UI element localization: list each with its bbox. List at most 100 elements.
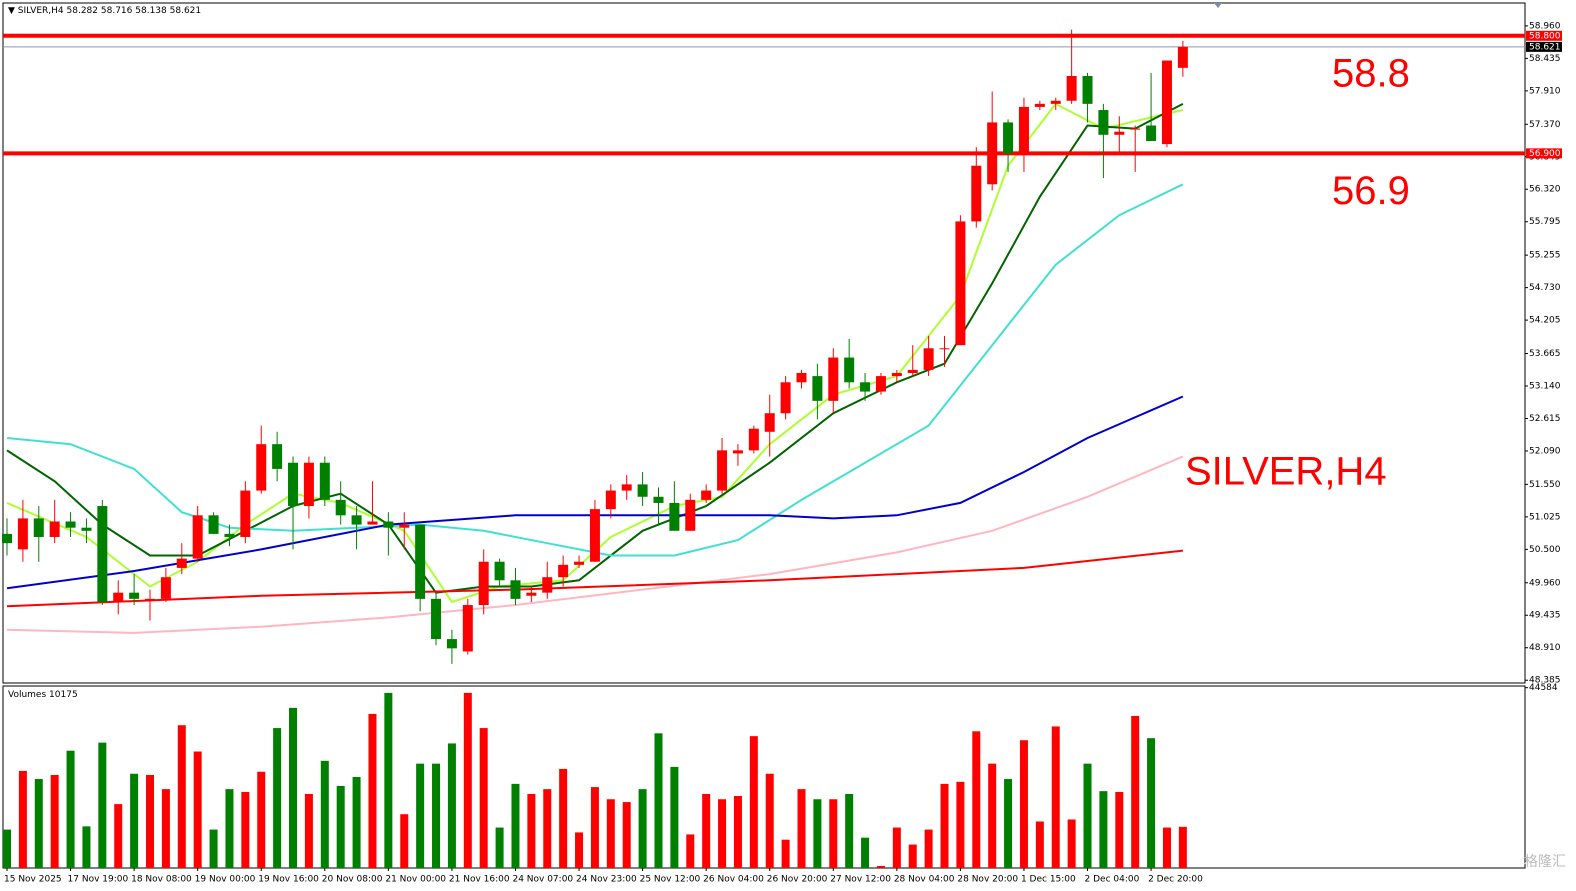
candle-body xyxy=(1003,122,1014,154)
y-tick-label: 48.910 xyxy=(1529,643,1561,653)
candle-body xyxy=(907,369,918,374)
volume-bar xyxy=(34,779,43,868)
volume-bar xyxy=(1083,763,1092,868)
level-label: 56.900 xyxy=(1529,149,1561,159)
volume-bar xyxy=(606,799,615,868)
volume-bar xyxy=(686,834,695,868)
candle-body xyxy=(764,413,775,432)
x-tick-label: 15 Nov 2025 xyxy=(4,875,62,885)
volume-bar xyxy=(765,773,774,868)
volume-bar xyxy=(575,832,584,868)
volume-bar xyxy=(559,768,568,868)
x-tick-label: 27 Nov 12:00 xyxy=(830,875,891,885)
candle-body xyxy=(97,506,108,602)
candle-body xyxy=(478,561,489,606)
volume-bar xyxy=(1131,715,1140,868)
volume-bar xyxy=(1147,738,1156,868)
candle-body xyxy=(446,639,457,649)
x-tick-label: 21 Nov 00:00 xyxy=(385,875,446,885)
candle-body xyxy=(637,484,648,497)
y-tick-label: 48.385 xyxy=(1529,676,1561,686)
low: 58.138 xyxy=(135,6,167,16)
candle-body xyxy=(367,521,378,525)
volume-bar xyxy=(1051,726,1060,868)
candle-body xyxy=(462,605,473,652)
candle-body xyxy=(319,462,330,500)
volume-bar xyxy=(940,783,949,868)
volume-bar xyxy=(18,770,27,868)
volume-bar xyxy=(368,713,377,868)
volume-bar xyxy=(892,827,901,868)
close: 58.621 xyxy=(170,6,202,16)
volume-bar xyxy=(304,793,313,868)
x-tick-label: 18 Nov 08:00 xyxy=(131,875,192,885)
candle-body xyxy=(812,376,823,401)
y-tick-label: 58.435 xyxy=(1529,54,1561,64)
candle-body xyxy=(574,561,585,565)
volume-bar xyxy=(908,844,917,868)
y-tick-label: 57.370 xyxy=(1529,120,1561,130)
candle-body xyxy=(2,533,12,544)
y-tick-label: 53.140 xyxy=(1529,382,1561,392)
level-label-bg xyxy=(1526,30,1562,41)
marks: 58.96058.43557.91057.37056.84556.32055.7… xyxy=(2,21,1562,885)
price-label: 58.621 xyxy=(1529,42,1561,52)
candle-body xyxy=(1161,60,1172,145)
x-tick-label: 20 Nov 08:00 xyxy=(322,875,383,885)
level-note: 58.8 xyxy=(1332,51,1410,95)
candle-body xyxy=(542,577,553,593)
volume-bar xyxy=(241,791,250,868)
scroll-marker xyxy=(1214,3,1222,8)
volume-bar xyxy=(432,763,441,868)
volume-bar xyxy=(495,827,504,868)
volume-bar xyxy=(1099,791,1108,868)
volume-pane xyxy=(2,685,1526,869)
candle-body xyxy=(129,592,140,599)
candle-body xyxy=(732,450,743,454)
candle-body xyxy=(160,577,171,599)
volume-bar xyxy=(1019,740,1028,868)
candle-body xyxy=(224,533,235,537)
volume-bar xyxy=(384,692,393,868)
volume-bar xyxy=(400,814,409,868)
price-pane xyxy=(2,2,1526,684)
candle-body xyxy=(748,428,759,451)
volume-bar xyxy=(718,799,727,868)
level-label: 58.800 xyxy=(1529,31,1561,41)
candle-body xyxy=(558,564,569,578)
candle-body xyxy=(272,444,283,469)
volume-bar xyxy=(289,707,298,868)
candle-body xyxy=(240,490,251,537)
candle-body xyxy=(653,496,664,503)
volume-bar xyxy=(702,793,711,868)
y-tick-label: 55.255 xyxy=(1529,251,1561,261)
y-tick-label: 51.550 xyxy=(1529,480,1561,490)
candle-body xyxy=(335,499,346,516)
volume-bar xyxy=(146,774,155,868)
candle-body xyxy=(33,518,44,537)
moving-average xyxy=(6,549,1184,608)
volume-bar xyxy=(193,751,202,868)
x-tick-label: 1 Dec 15:00 xyxy=(1021,875,1076,885)
volume-bar xyxy=(1035,821,1044,868)
volume-tick-label: 44584 xyxy=(1529,683,1558,693)
volume-bar xyxy=(861,837,870,868)
watermark: 格隆汇 xyxy=(1524,854,1566,870)
candle-body xyxy=(399,524,410,528)
moving-average xyxy=(6,395,1184,590)
volume-bar xyxy=(273,728,282,868)
volume-bar xyxy=(352,777,361,868)
symbol: SILVER,H4 xyxy=(18,6,64,16)
candle-body xyxy=(1050,100,1061,104)
x-tick-label: 28 Nov 20:00 xyxy=(957,875,1018,885)
candle-body xyxy=(780,382,791,414)
candle-body xyxy=(844,357,855,383)
volume-bar xyxy=(225,789,234,868)
y-tick-label: 57.910 xyxy=(1529,86,1561,96)
annotation: SILVER,H4 xyxy=(1185,450,1387,494)
candle-body xyxy=(891,373,902,377)
x-tick-label: 17 Nov 19:00 xyxy=(68,875,129,885)
volume-bar xyxy=(50,774,59,868)
candle-body xyxy=(208,515,219,534)
volume-bar xyxy=(416,763,425,868)
